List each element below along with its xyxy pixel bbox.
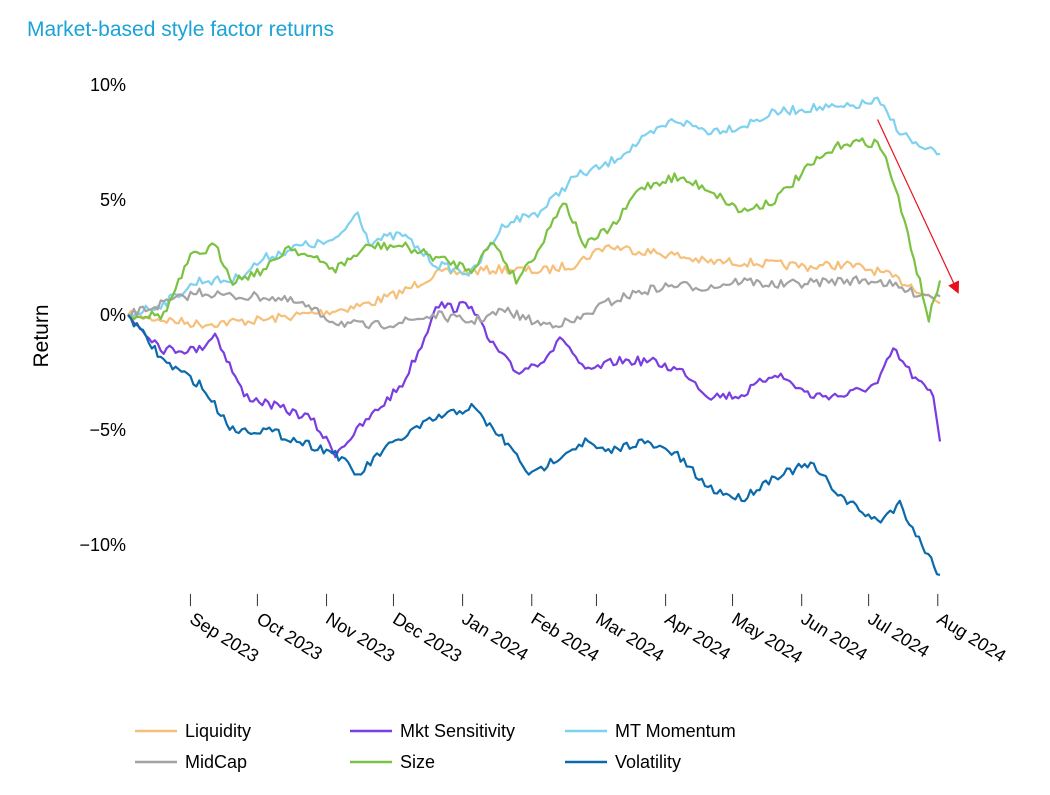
series-line-mkt-sensitivity xyxy=(127,300,942,459)
chart-title: Market-based style factor returns xyxy=(27,18,334,41)
legend-label: Mkt Sensitivity xyxy=(400,721,515,741)
annotation-arrow xyxy=(876,119,960,294)
x-tick-label: Oct 2023 xyxy=(253,608,326,664)
x-tick-label: Sep 2023 xyxy=(186,608,262,666)
y-axis-title: Return xyxy=(30,304,53,367)
x-tick-label: Jan 2024 xyxy=(458,608,531,664)
legend-label: MT Momentum xyxy=(615,721,736,741)
y-tick-label: 0% xyxy=(100,305,126,325)
annotation-layer xyxy=(876,119,960,294)
y-tick-label: 10% xyxy=(90,75,126,95)
x-tick-label: Jun 2024 xyxy=(798,608,871,664)
legend-item: Volatility xyxy=(565,752,681,772)
x-tick-label: Apr 2024 xyxy=(661,608,734,664)
x-tick-label: Jul 2024 xyxy=(864,608,932,661)
legend-label: Size xyxy=(400,752,435,772)
legend-item: Mkt Sensitivity xyxy=(350,721,515,741)
legend-label: MidCap xyxy=(185,752,247,772)
series-layer xyxy=(127,96,942,576)
series-line-liquidity xyxy=(127,244,941,329)
legend-item: Liquidity xyxy=(135,721,251,741)
y-tick-label: −5% xyxy=(89,420,126,440)
legend-label: Liquidity xyxy=(185,721,251,741)
y-axis-ticks: 10% 5% 0% −5% −10% xyxy=(79,75,126,555)
legend-label: Volatility xyxy=(615,752,681,772)
series-line-volatility xyxy=(127,314,941,576)
x-tick-label: Nov 2023 xyxy=(322,608,398,666)
x-tick-label: Dec 2023 xyxy=(389,608,465,666)
x-tick-label: Mar 2024 xyxy=(592,608,667,665)
y-tick-label: 5% xyxy=(100,190,126,210)
legend-item: MT Momentum xyxy=(565,721,736,741)
x-tick-label: Feb 2024 xyxy=(528,608,603,665)
x-tick-label: May 2024 xyxy=(728,608,806,667)
series-line-mt-momentum xyxy=(127,96,941,318)
legend-item: Size xyxy=(350,752,435,772)
legend: Liquidity Mkt Sensitivity MT Momentum MidCa… xyxy=(135,721,736,772)
x-tick-label: Aug 2024 xyxy=(934,608,1010,666)
series-line-size xyxy=(127,137,942,323)
series-line-midcap xyxy=(127,275,941,330)
legend-item: MidCap xyxy=(135,752,247,772)
y-tick-label: −10% xyxy=(79,535,126,555)
